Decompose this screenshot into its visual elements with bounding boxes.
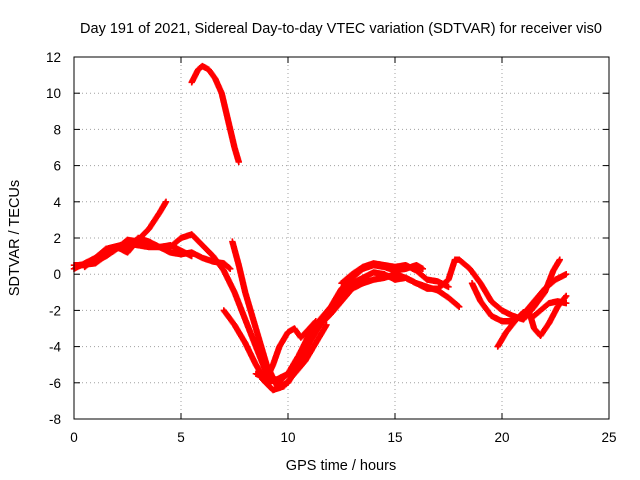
series-arc-5 — [229, 238, 563, 390]
y-tick-label: -8 — [49, 412, 61, 427]
y-axis-label: SDTVAR / TECUs — [7, 180, 23, 296]
x-tick-label: 0 — [70, 430, 78, 445]
x-tick-label: 25 — [601, 430, 616, 445]
y-tick-label: 4 — [53, 195, 61, 210]
y-tick-label: 12 — [46, 50, 61, 65]
x-tick-label: 20 — [494, 430, 509, 445]
y-tick-label: -4 — [49, 340, 61, 355]
marker-trail — [229, 238, 563, 390]
marker-trail — [338, 260, 452, 291]
x-tick-label: 15 — [387, 430, 402, 445]
y-tick-label: 10 — [46, 86, 61, 101]
chart-title: Day 191 of 2021, Sidereal Day-to-day VTE… — [80, 21, 602, 37]
series-arc-8 — [259, 321, 330, 394]
y-tick-label: -2 — [49, 303, 61, 318]
series-arc-9 — [338, 260, 452, 291]
axis-ticks: 0 5 10 15 20 25 -8 -6 -4 -2 0 2 4 6 8 10 12 — [46, 50, 617, 445]
y-tick-label: 8 — [53, 122, 61, 137]
series-arc-13 — [188, 62, 242, 166]
x-tick-label: 5 — [177, 430, 185, 445]
y-tick-label: 6 — [53, 159, 61, 174]
x-tick-label: 10 — [280, 430, 295, 445]
data-series — [70, 62, 570, 394]
marker-trail — [259, 321, 330, 394]
series-arc-12 — [528, 298, 570, 321]
y-tick-label: 2 — [53, 231, 61, 246]
x-axis-label: GPS time / hours — [286, 458, 396, 474]
y-tick-label: 0 — [53, 267, 61, 282]
marker-trail — [528, 298, 570, 321]
y-tick-label: -6 — [49, 376, 61, 391]
grid — [74, 57, 609, 419]
marker-trail — [188, 62, 242, 166]
